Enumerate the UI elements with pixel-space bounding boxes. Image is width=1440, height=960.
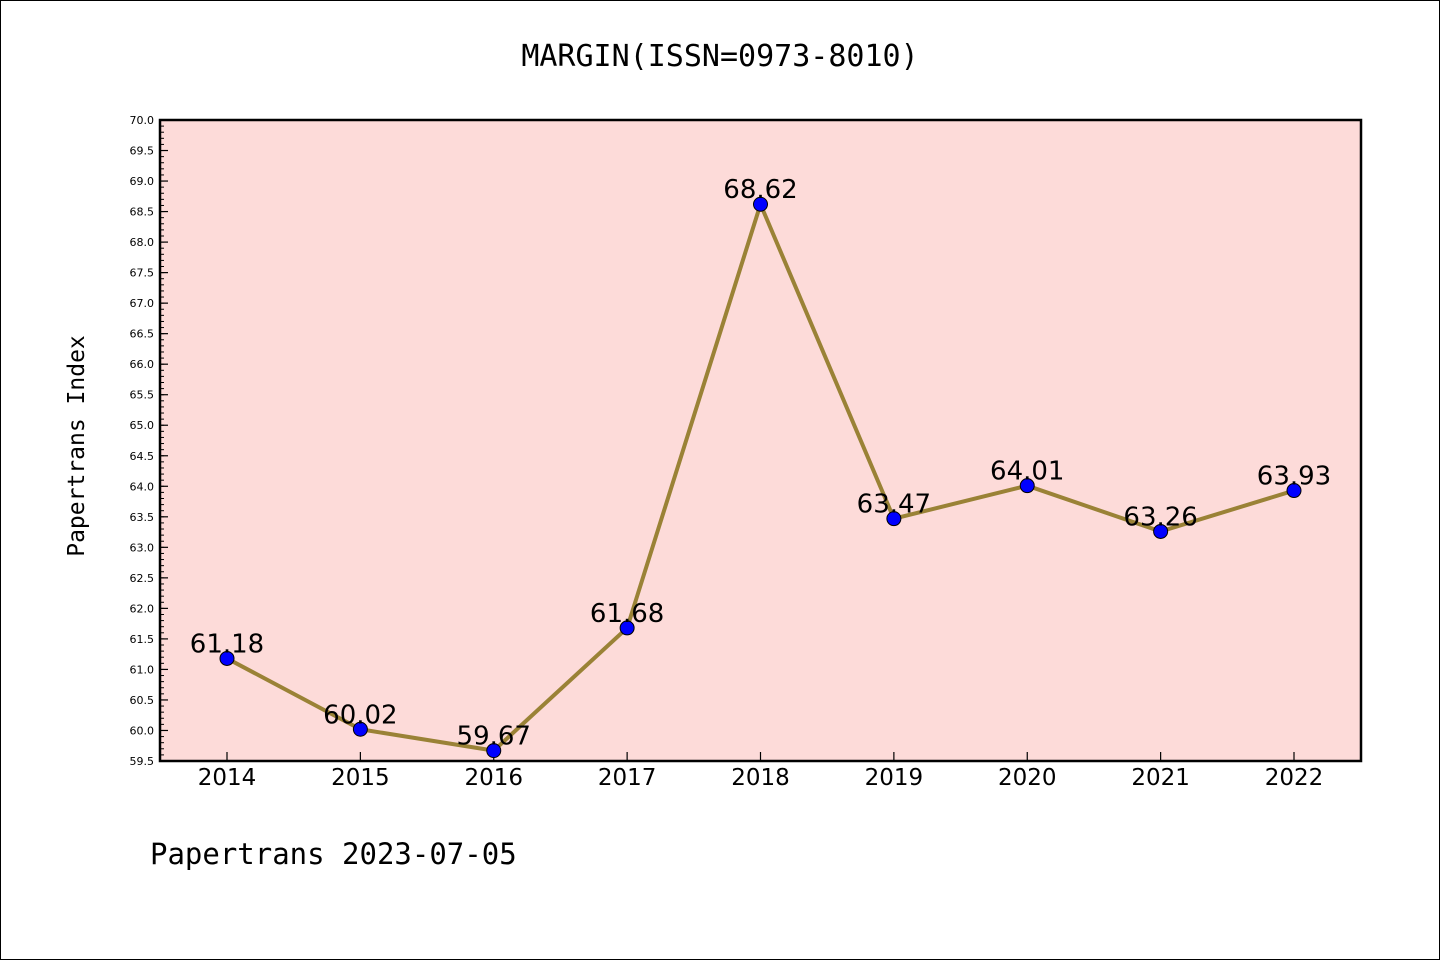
x-tick-label: 2022 xyxy=(1265,765,1324,791)
y-tick-label: 64.5 xyxy=(130,450,155,463)
y-tick-label: 60.5 xyxy=(130,694,155,707)
data-point xyxy=(1019,478,1035,494)
data-label: 60.02 xyxy=(323,700,397,730)
footer-text: Papertrans 2023-07-05 xyxy=(150,837,517,871)
y-tick-label: 63.5 xyxy=(130,511,155,524)
x-tick-label: 2021 xyxy=(1131,765,1190,791)
y-tick-label: 61.5 xyxy=(130,633,155,646)
data-point xyxy=(352,721,368,737)
y-tick-label: 60.0 xyxy=(130,724,155,737)
data-label: 63.26 xyxy=(1123,502,1197,532)
data-point xyxy=(1286,483,1302,499)
data-point xyxy=(753,196,768,212)
data-label: 59.67 xyxy=(457,722,531,752)
data-label: 68.62 xyxy=(723,175,797,205)
y-tick-label: 67.5 xyxy=(130,267,155,280)
y-tick-label: 69.5 xyxy=(130,145,155,158)
data-label: 64.01 xyxy=(990,457,1064,487)
x-tick-label: 2017 xyxy=(598,765,657,791)
data-label: 63.47 xyxy=(857,490,931,520)
plot-border xyxy=(158,118,1363,763)
x-tick-label: 2014 xyxy=(198,765,257,791)
y-tick-label: 64.0 xyxy=(130,480,155,493)
y-tick-label: 59.5 xyxy=(130,755,155,768)
y-tick-label: 66.5 xyxy=(130,328,155,341)
y-tick-label: 62.0 xyxy=(130,602,155,615)
x-tick-label: 2016 xyxy=(464,765,523,791)
data-label: 61.68 xyxy=(590,599,664,629)
y-tick-label: 65.5 xyxy=(130,389,155,402)
data-point xyxy=(886,511,902,527)
x-tick-label: 2020 xyxy=(998,765,1057,791)
data-point xyxy=(619,620,635,636)
data-label: 61.18 xyxy=(190,629,264,659)
y-tick-label: 69.0 xyxy=(130,175,155,188)
y-tick-label: 68.0 xyxy=(130,236,155,249)
data-point xyxy=(219,650,235,666)
x-tick-label: 2018 xyxy=(731,765,790,791)
y-axis-label: Papertrans Index xyxy=(64,335,90,557)
y-tick-label: 62.5 xyxy=(130,572,155,585)
y-tick-label: 61.0 xyxy=(130,663,155,676)
y-axis: 59.5 60.0 60.5 61.0 61.5 62.0 62.5 63.0 63.5 64.0… xyxy=(130,114,168,768)
y-tick-label: 63.0 xyxy=(130,541,155,554)
data-label: 63.93 xyxy=(1257,462,1331,492)
chart-title: MARGIN(ISSN=0973-8010) xyxy=(521,39,918,74)
x-tick-label: 2015 xyxy=(331,765,390,791)
y-tick-label: 65.0 xyxy=(130,419,155,432)
plot-area xyxy=(160,120,1361,761)
y-tick-label: 68.5 xyxy=(130,206,155,219)
y-tick-label: 70.0 xyxy=(130,114,155,127)
x-tick-label: 2019 xyxy=(865,765,924,791)
series-layer: 61.18 60.02 59.67 61.68 68.62 63.47 64.01 63.26… xyxy=(190,175,1331,759)
y-tick-label: 66.0 xyxy=(130,358,155,371)
y-tick-label: 67.0 xyxy=(130,297,155,310)
data-point xyxy=(1153,523,1169,539)
data-point xyxy=(486,743,502,759)
